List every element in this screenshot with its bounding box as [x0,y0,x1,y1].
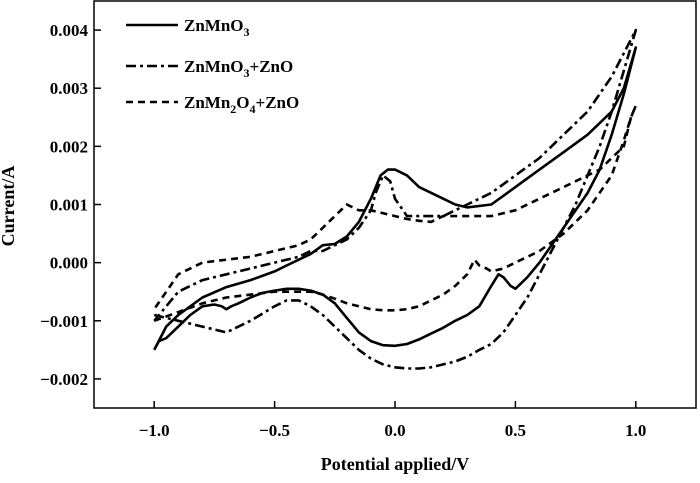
y-tick-label: 0.003 [50,79,88,98]
x-axis-ticks: −1.0 −0.5 0.0 0.5 1.0 [139,401,646,440]
y-tick-label: 0.001 [50,196,88,215]
y-tick-label: 0.002 [50,137,88,156]
legend-label-2: ZnMn2O4+ZnO [184,93,299,116]
x-tick-label: 0.0 [384,421,405,440]
x-axis-title: Potential applied/V [321,454,470,474]
x-tick-label: −1.0 [139,421,170,440]
series-line-2 [153,104,638,323]
x-tick-label: 1.0 [625,421,646,440]
y-tick-label: −0.001 [40,312,88,331]
legend-label-1: ZnMnO3+ZnO [184,57,293,80]
y-tick-label: −0.002 [40,370,88,389]
y-tick-label: 0.000 [50,254,88,273]
y-tick-label: 0.004 [50,21,89,40]
legend: ZnMnO3 ZnMnO3+ZnO ZnMn2O4+ZnO [126,16,299,116]
legend-label-0: ZnMnO3 [184,16,250,39]
x-tick-label: 0.5 [505,421,526,440]
y-axis-title: Current/A [0,166,18,247]
series-line-1 [153,28,638,370]
x-tick-label: −0.5 [259,421,290,440]
series-layer [153,28,638,370]
y-axis-ticks: −0.002 −0.001 0.000 0.001 0.002 0.003 0.004 [40,21,101,389]
